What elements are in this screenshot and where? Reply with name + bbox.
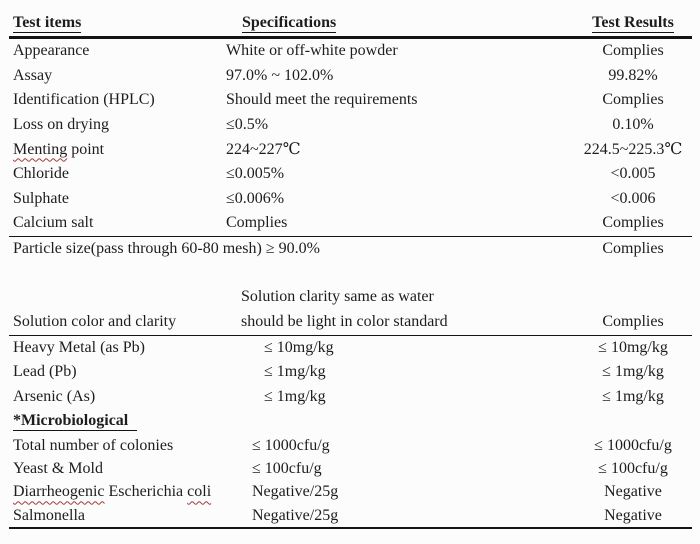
test-item-label: point: [67, 140, 105, 158]
table-row-lead: Lead (Pb) ≤ 1mg/kg ≤ 1mg/kg: [9, 360, 692, 385]
section-heading-label: *Microbiological: [13, 412, 138, 431]
test-item-cell: Menting point: [9, 140, 219, 158]
test-item-cell: Diarrheogenic Escherichia coli: [9, 484, 219, 500]
specification-cell: Negative/25g: [252, 483, 339, 501]
table-row-particle-size: Particle size(pass through 60-80 mesh) ≥…: [9, 237, 692, 262]
test-item-cell: Heavy Metal (as Pb): [13, 338, 145, 356]
test-item-cell: Total number of colonies: [13, 436, 174, 454]
result-cell: Negative: [604, 506, 662, 524]
table-row-heavy-metal: Heavy Metal (as Pb) ≤ 10mg/kg ≤ 10mg/kg: [9, 336, 692, 361]
test-item-cell: Arsenic (As): [13, 388, 96, 406]
table-row-escherichia-coli: Diarrheogenic Escherichia coli Negative/…: [9, 481, 692, 504]
table-row-total-colonies: Total number of colonies ≤ 1000cfu/g ≤ 1…: [9, 434, 692, 457]
spellcheck-underlined-word: Menting: [13, 140, 68, 158]
specification-cell: ≤0.006%: [226, 189, 285, 207]
section-heading-cell: *Microbiological: [9, 412, 219, 431]
table-row-chloride: Chloride ≤0.005% <0.005: [9, 162, 692, 187]
result-cell: Complies: [602, 240, 664, 258]
result-cell: Complies: [602, 42, 664, 60]
specifications-header-label: Specifications: [242, 13, 337, 33]
result-cell: <0.006: [610, 189, 656, 207]
result-cell: 224.5~225.3℃: [583, 140, 683, 158]
specification-cell: ≤ 1000cfu/g: [252, 436, 330, 454]
spec-table: Test items Specifications Test Results A…: [9, 11, 692, 530]
result-cell: Complies: [602, 312, 664, 330]
result-cell: Complies: [602, 214, 664, 232]
table-row-identification: Identification (HPLC) Should meet the re…: [9, 88, 692, 113]
spellcheck-underlined-word: coli: [187, 483, 212, 501]
test-item-cell: Loss on drying: [13, 116, 109, 134]
specification-cell: ≤ 100cfu/g: [252, 459, 322, 477]
test-item-cell: Calcium salt: [13, 214, 94, 232]
result-cell: ≤ 1000cfu/g: [594, 436, 672, 454]
test-item-cell: Yeast & Mold: [13, 459, 103, 477]
specification-line-1: Solution clarity same as water: [241, 288, 434, 306]
test-item-cell: Solution color and clarity: [13, 312, 177, 330]
result-cell: 99.82%: [608, 66, 658, 84]
table-row-appearance: Appearance White or off-white powder Com…: [9, 39, 692, 64]
table-row-yeast-mold: Yeast & Mold ≤ 100cfu/g ≤ 100cfu/g: [9, 457, 692, 480]
spellcheck-underlined-word: Diarrheogenic: [13, 483, 105, 501]
table-header-row: Test items Specifications Test Results: [9, 11, 692, 39]
result-cell: 0.10%: [612, 116, 654, 134]
table-row-sulphate: Sulphate ≤0.006% <0.006: [9, 187, 692, 212]
result-cell: Negative: [604, 483, 662, 501]
table-row-melting-point: Menting point 224~227℃ 224.5~225.3℃: [9, 137, 692, 162]
table-row-microbiological-heading: *Microbiological: [9, 409, 692, 434]
specification-cell: Solution clarity same as water should be…: [219, 285, 574, 334]
table-row-calcium-salt: Calcium salt Complies Complies: [9, 211, 692, 237]
test-item-cell: Assay: [13, 66, 53, 84]
specification-cell: ≤ 10mg/kg: [264, 338, 334, 356]
specification-cell: Negative/25g: [252, 506, 339, 524]
table-row-loss-on-drying: Loss on drying ≤0.5% 0.10%: [9, 113, 692, 138]
result-cell: Complies: [602, 91, 664, 109]
result-cell: <0.005: [610, 165, 656, 183]
test-item-cell: Lead (Pb): [13, 363, 77, 381]
test-item-cell: Sulphate: [13, 189, 69, 207]
specification-cell: White or off-white powder: [226, 42, 398, 60]
specification-cell: 224~227℃: [226, 140, 301, 158]
table-row-salmonella: Salmonella Negative/25g Negative: [9, 504, 692, 530]
specification-cell: ≤0.5%: [226, 116, 269, 134]
test-item-cell: Salmonella: [13, 506, 85, 524]
table-row-arsenic: Arsenic (As) ≤ 1mg/kg ≤ 1mg/kg: [9, 385, 692, 410]
column-header-test-items: Test items: [9, 13, 219, 33]
test-item-cell: Identification (HPLC): [13, 91, 155, 109]
specification-line-2: should be light in color standard: [241, 312, 448, 330]
test-item-cell: Chloride: [13, 165, 69, 183]
specification-cell: ≤ 1mg/kg: [264, 363, 326, 381]
specification-cell: ≤ 1mg/kg: [264, 388, 326, 406]
column-header-test-results: Test Results: [574, 13, 692, 33]
test-item-label: Escherichia: [104, 483, 188, 501]
result-cell: ≤ 10mg/kg: [598, 338, 668, 356]
test-results-header-label: Test Results: [592, 13, 674, 33]
test-items-header-label: Test items: [13, 13, 82, 33]
table-row-assay: Assay 97.0% ~ 102.0% 99.82%: [9, 64, 692, 89]
column-header-specifications: Specifications: [219, 13, 574, 33]
result-cell: ≤ 1mg/kg: [602, 363, 664, 381]
result-cell: ≤ 1mg/kg: [602, 388, 664, 406]
specification-cell: Should meet the requirements: [226, 91, 418, 109]
specification-cell: Complies: [226, 214, 288, 232]
specification-cell: ≤0.005%: [226, 165, 285, 183]
result-cell: ≤ 100cfu/g: [598, 459, 668, 477]
blank-row: [9, 261, 692, 285]
table-row-solution-color-clarity: Solution color and clarity Solution clar…: [9, 285, 692, 336]
specification-cell: 97.0% ~ 102.0%: [226, 66, 334, 84]
test-item-spanning-cell: Particle size(pass through 60-80 mesh) ≥…: [13, 240, 320, 258]
test-item-cell: Appearance: [13, 42, 90, 60]
